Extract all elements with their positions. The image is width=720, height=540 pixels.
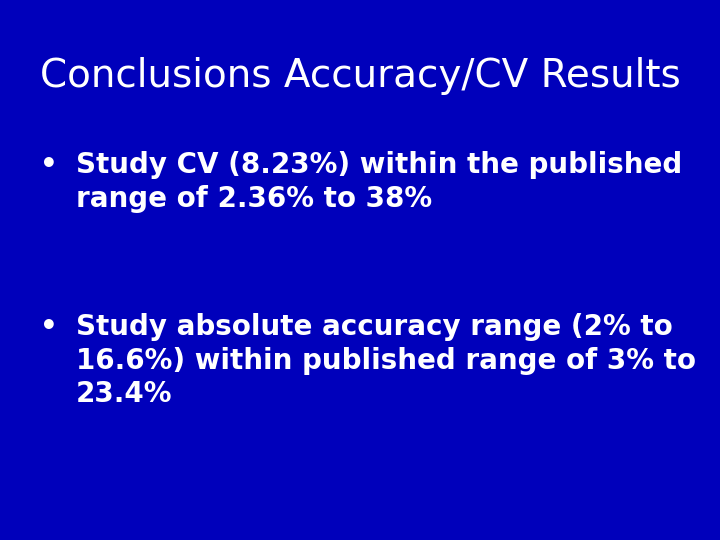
- Text: •: •: [40, 151, 58, 179]
- Text: Conclusions Accuracy/CV Results: Conclusions Accuracy/CV Results: [40, 57, 680, 94]
- Text: Study CV (8.23%) within the published
range of 2.36% to 38%: Study CV (8.23%) within the published ra…: [76, 151, 682, 213]
- Text: Study absolute accuracy range (2% to
16.6%) within published range of 3% to
23.4: Study absolute accuracy range (2% to 16.…: [76, 313, 696, 408]
- Text: •: •: [40, 313, 58, 341]
